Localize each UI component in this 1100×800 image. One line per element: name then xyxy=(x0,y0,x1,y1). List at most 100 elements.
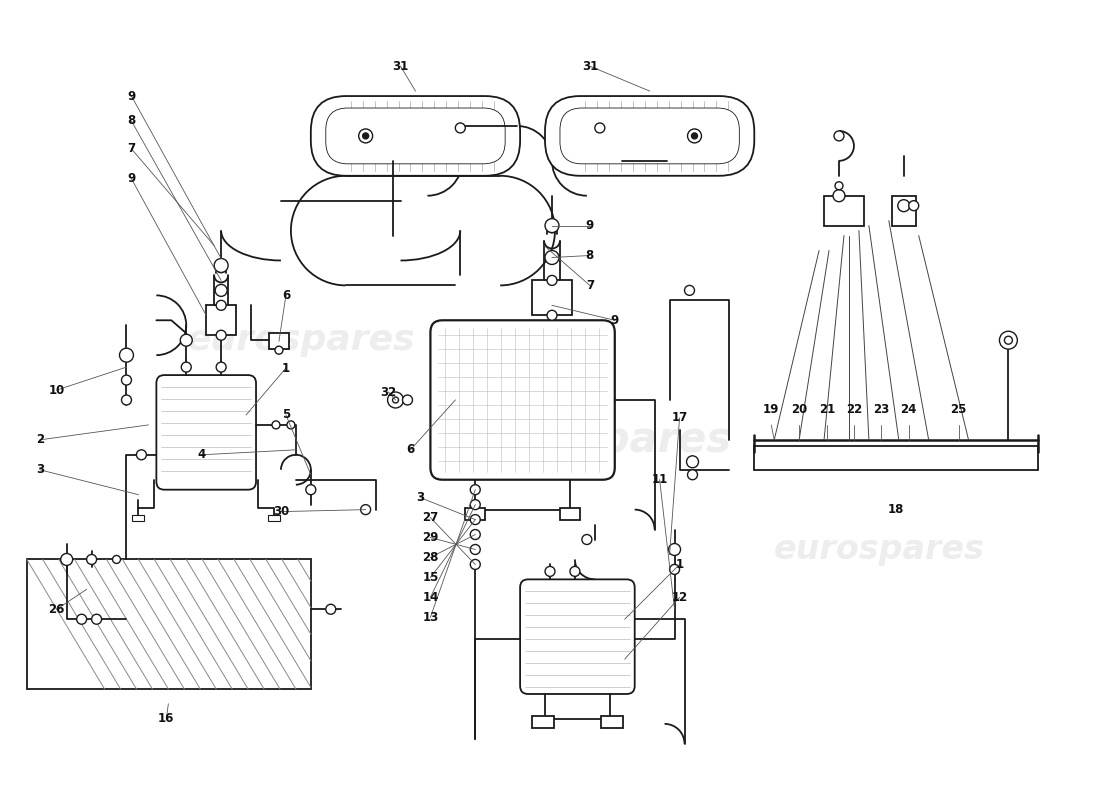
Circle shape xyxy=(217,300,227,310)
Text: 21: 21 xyxy=(818,403,835,417)
Circle shape xyxy=(688,129,702,143)
Circle shape xyxy=(287,421,295,429)
Circle shape xyxy=(547,310,557,320)
Circle shape xyxy=(1004,336,1012,344)
Circle shape xyxy=(91,614,101,624)
Circle shape xyxy=(121,395,132,405)
Text: 7: 7 xyxy=(586,279,594,292)
Bar xyxy=(532,716,554,728)
Text: 18: 18 xyxy=(888,503,904,516)
Text: eurospares: eurospares xyxy=(469,419,732,461)
Text: 9: 9 xyxy=(610,314,619,326)
Circle shape xyxy=(275,346,283,354)
Circle shape xyxy=(77,614,87,624)
Bar xyxy=(892,196,915,226)
Text: 12: 12 xyxy=(671,591,688,604)
Circle shape xyxy=(570,566,580,576)
Text: 4: 4 xyxy=(197,448,206,462)
Text: 28: 28 xyxy=(422,551,439,564)
Text: 16: 16 xyxy=(158,712,175,726)
Bar xyxy=(26,559,311,689)
FancyBboxPatch shape xyxy=(326,108,505,164)
Circle shape xyxy=(544,566,556,576)
Circle shape xyxy=(835,182,843,190)
Text: 31: 31 xyxy=(393,60,408,73)
Bar xyxy=(268,514,279,521)
Circle shape xyxy=(87,554,97,565)
Text: 1: 1 xyxy=(282,362,290,374)
Circle shape xyxy=(833,190,845,202)
Text: 15: 15 xyxy=(422,571,439,584)
Text: 19: 19 xyxy=(763,403,780,417)
Text: 29: 29 xyxy=(422,531,439,544)
Circle shape xyxy=(306,485,316,494)
Circle shape xyxy=(582,534,592,545)
Circle shape xyxy=(363,133,368,139)
Circle shape xyxy=(136,450,146,460)
Circle shape xyxy=(471,485,481,494)
Text: 14: 14 xyxy=(422,591,439,604)
FancyBboxPatch shape xyxy=(544,96,755,176)
Circle shape xyxy=(684,286,694,295)
Text: 32: 32 xyxy=(381,386,397,398)
Bar xyxy=(601,716,623,728)
Circle shape xyxy=(180,334,192,346)
Circle shape xyxy=(182,362,191,372)
Text: 3: 3 xyxy=(35,463,44,476)
Circle shape xyxy=(544,250,559,265)
Bar xyxy=(824,196,864,226)
Bar xyxy=(206,306,236,335)
Bar xyxy=(532,281,572,315)
Bar xyxy=(132,514,144,521)
Circle shape xyxy=(217,330,227,340)
Text: 27: 27 xyxy=(422,511,439,524)
Circle shape xyxy=(686,456,698,468)
Text: 20: 20 xyxy=(791,403,807,417)
Text: 22: 22 xyxy=(846,403,862,417)
FancyBboxPatch shape xyxy=(560,108,739,164)
Circle shape xyxy=(544,218,559,233)
Text: 10: 10 xyxy=(48,383,65,397)
FancyBboxPatch shape xyxy=(156,375,256,490)
Text: 9: 9 xyxy=(128,90,135,102)
Circle shape xyxy=(359,129,373,143)
Text: 30: 30 xyxy=(273,505,289,518)
Circle shape xyxy=(688,470,697,480)
Circle shape xyxy=(669,543,681,555)
Circle shape xyxy=(909,201,918,210)
Text: 6: 6 xyxy=(282,289,290,302)
Circle shape xyxy=(112,555,121,563)
FancyBboxPatch shape xyxy=(430,320,615,480)
Circle shape xyxy=(217,362,227,372)
Text: 11: 11 xyxy=(651,474,668,486)
Text: 31: 31 xyxy=(582,60,598,73)
Circle shape xyxy=(670,565,680,574)
Circle shape xyxy=(216,285,227,296)
Circle shape xyxy=(834,131,844,141)
Circle shape xyxy=(120,348,133,362)
Text: 6: 6 xyxy=(406,443,415,456)
Text: 9: 9 xyxy=(585,219,594,232)
Text: 25: 25 xyxy=(950,403,967,417)
Circle shape xyxy=(471,530,481,539)
Circle shape xyxy=(455,123,465,133)
Bar xyxy=(560,508,580,519)
Circle shape xyxy=(326,604,336,614)
Bar xyxy=(465,508,485,519)
Bar xyxy=(270,334,289,349)
Text: eurospares: eurospares xyxy=(773,533,984,566)
Circle shape xyxy=(214,258,228,273)
Text: 23: 23 xyxy=(872,403,889,417)
Circle shape xyxy=(898,200,910,212)
Circle shape xyxy=(471,514,481,525)
Circle shape xyxy=(393,397,398,403)
Circle shape xyxy=(471,500,481,510)
Text: 1: 1 xyxy=(675,558,683,571)
Circle shape xyxy=(387,392,404,408)
Text: 3: 3 xyxy=(417,491,425,504)
Text: 26: 26 xyxy=(48,602,65,616)
Text: 5: 5 xyxy=(282,409,290,422)
Text: 17: 17 xyxy=(671,411,688,425)
Text: 8: 8 xyxy=(128,114,135,127)
Circle shape xyxy=(60,554,73,566)
